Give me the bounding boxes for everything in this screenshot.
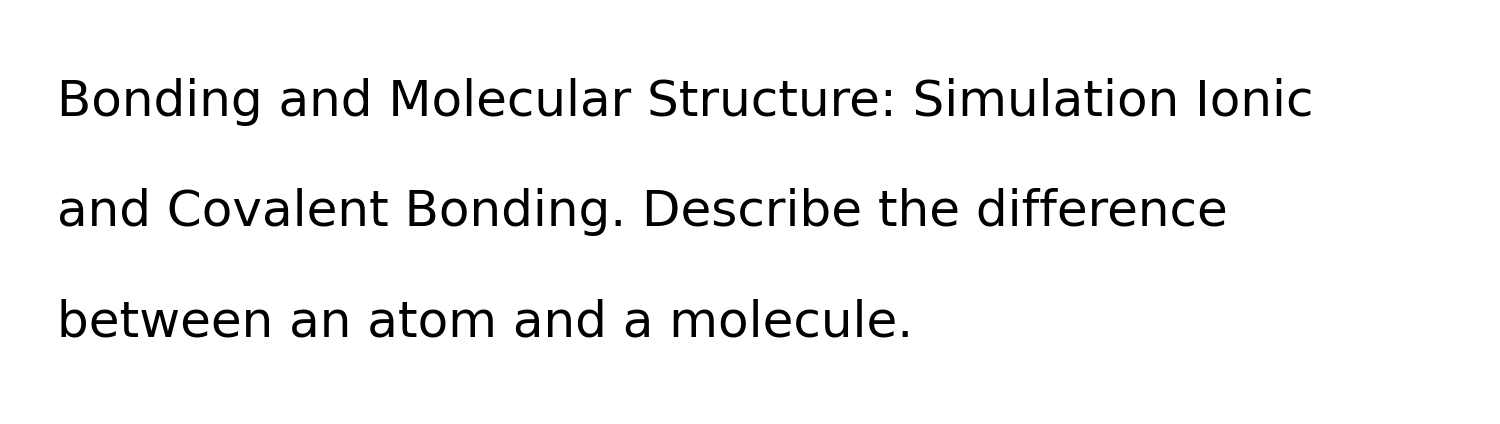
Text: between an atom and a molecule.: between an atom and a molecule. (57, 298, 913, 346)
Text: Bonding and Molecular Structure: Simulation Ionic: Bonding and Molecular Structure: Simulat… (57, 78, 1314, 126)
Text: and Covalent Bonding. Describe the difference: and Covalent Bonding. Describe the diffe… (57, 188, 1227, 236)
